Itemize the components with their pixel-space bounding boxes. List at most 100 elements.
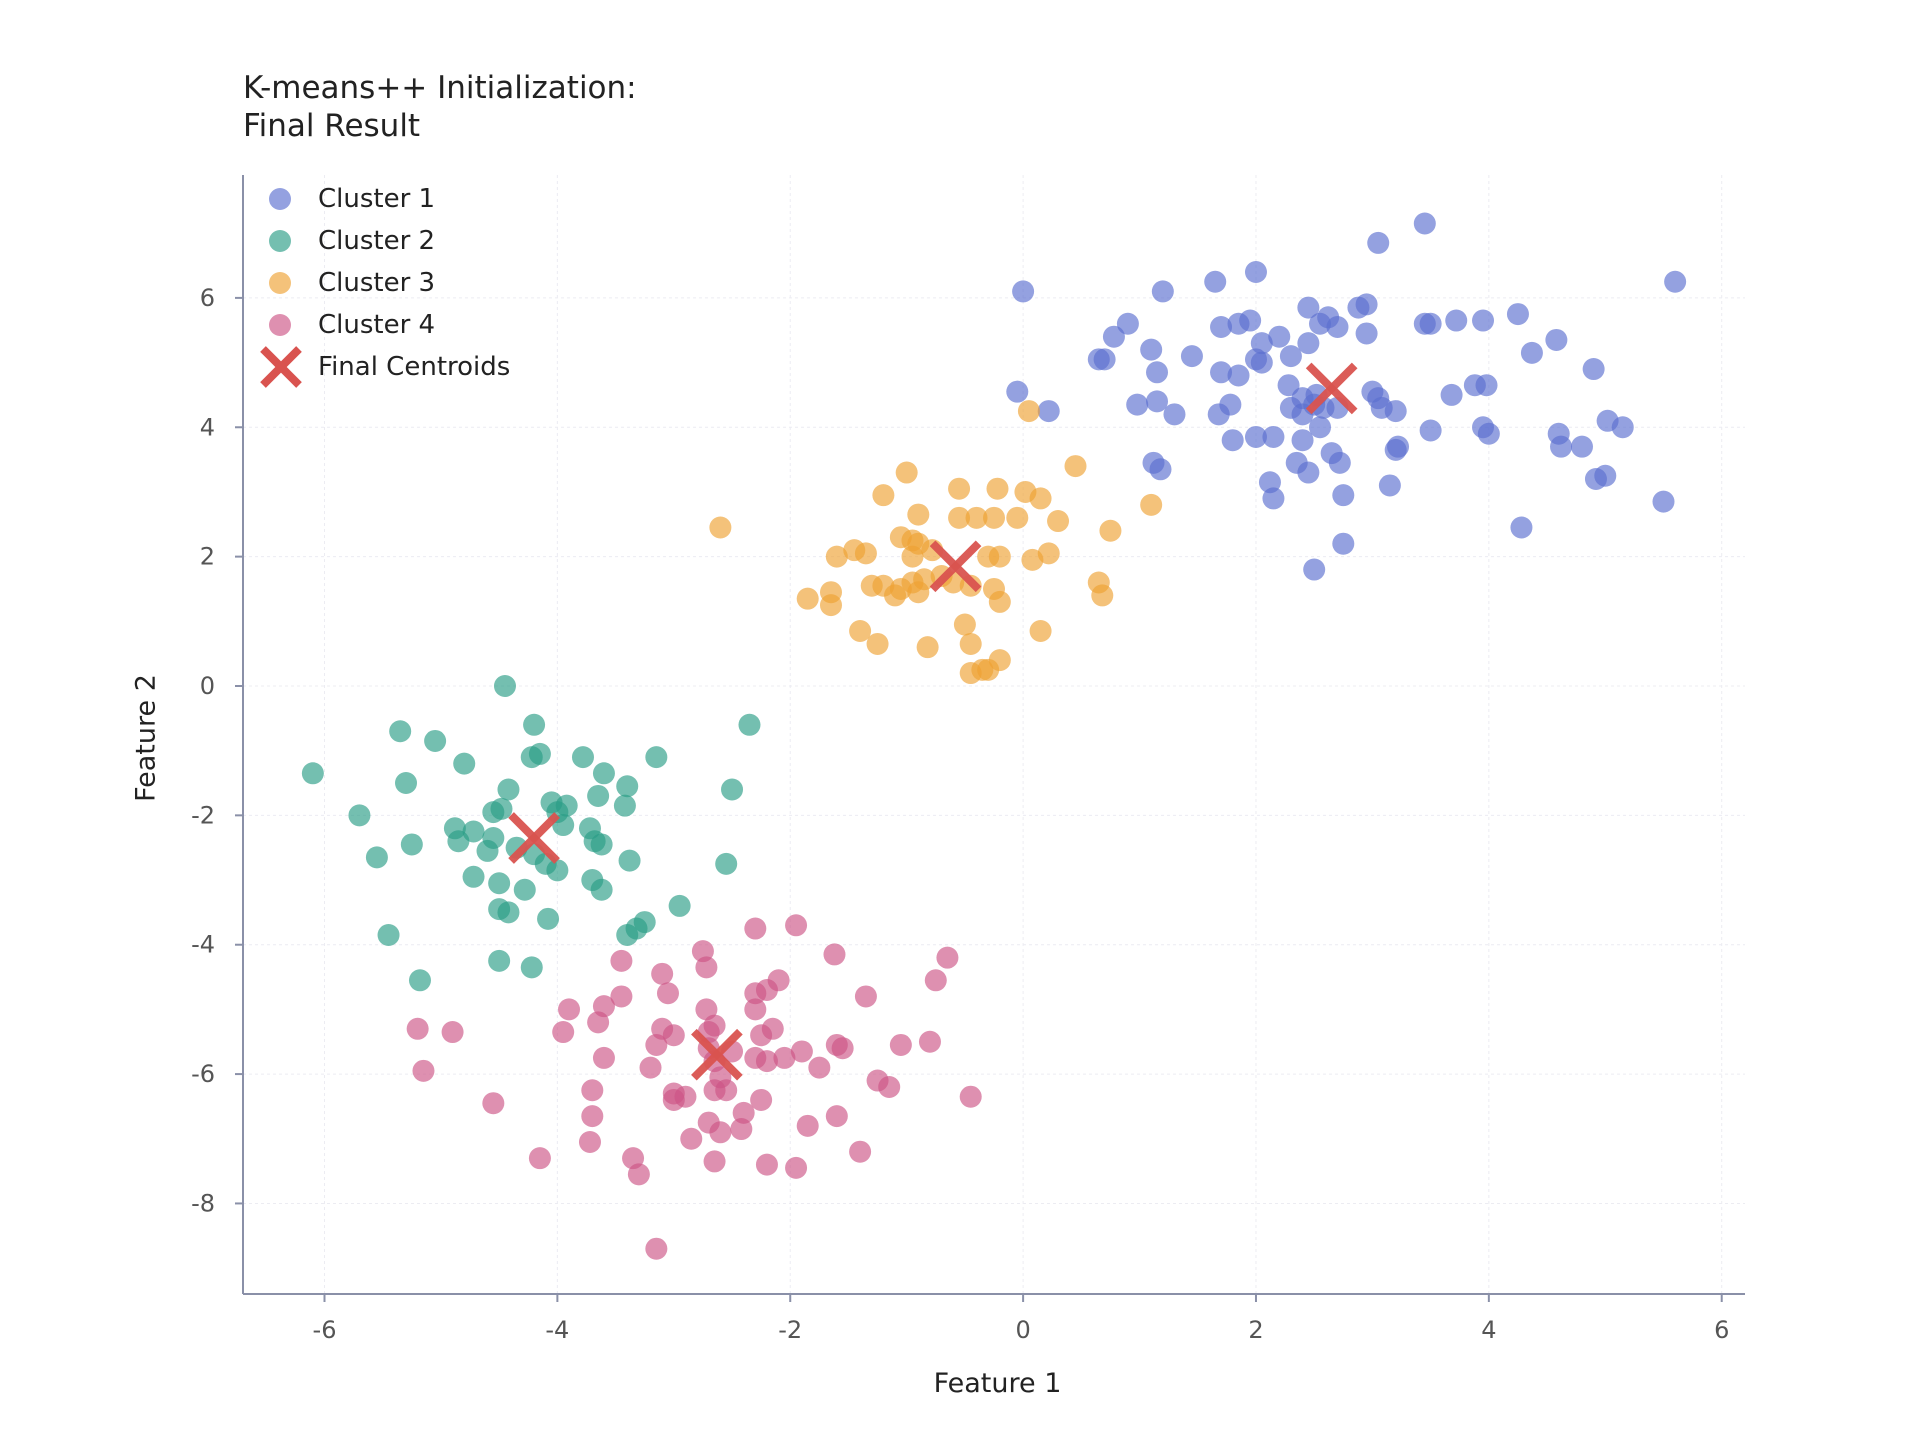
point-cluster-4 bbox=[592, 1046, 615, 1069]
point-cluster-1 bbox=[1268, 325, 1291, 348]
point-cluster-1 bbox=[1545, 328, 1568, 351]
y-tick-label: 4 bbox=[200, 413, 215, 441]
point-cluster-3 bbox=[988, 649, 1011, 672]
point-cluster-2 bbox=[377, 924, 400, 947]
point-cluster-4 bbox=[750, 1024, 773, 1047]
point-cluster-4 bbox=[825, 1105, 848, 1128]
centroid-marker bbox=[691, 1028, 743, 1081]
point-cluster-2 bbox=[668, 894, 691, 917]
point-cluster-1 bbox=[1440, 383, 1463, 406]
point-cluster-2 bbox=[616, 775, 639, 798]
point-cluster-1 bbox=[1277, 374, 1300, 397]
point-cluster-2 bbox=[645, 746, 668, 769]
point-cluster-3 bbox=[1006, 506, 1029, 529]
point-cluster-4 bbox=[854, 985, 877, 1008]
point-cluster-3 bbox=[872, 484, 895, 507]
point-cluster-1 bbox=[1262, 487, 1285, 510]
point-cluster-4 bbox=[528, 1147, 551, 1170]
point-cluster-1 bbox=[1279, 345, 1302, 368]
point-cluster-4 bbox=[558, 998, 581, 1021]
point-cluster-4 bbox=[662, 1024, 685, 1047]
legend: Cluster 1 Cluster 2 Cluster 3 Cluster 4 … bbox=[256, 178, 510, 388]
point-cluster-4 bbox=[918, 1030, 941, 1053]
point-cluster-3 bbox=[1140, 493, 1163, 516]
point-cluster-2 bbox=[592, 762, 615, 785]
tick-labels: -6 -4 -2 0 2 4 6 -8 -6 -4 -2 0 2 4 6 bbox=[191, 284, 1729, 1344]
point-cluster-1 bbox=[1303, 558, 1326, 581]
point-cluster-4 bbox=[959, 1085, 982, 1108]
point-cluster-4 bbox=[645, 1237, 668, 1260]
point-cluster-4 bbox=[703, 1079, 726, 1102]
point-cluster-2 bbox=[571, 746, 594, 769]
point-cluster-2 bbox=[490, 797, 513, 820]
point-cluster-1 bbox=[1475, 374, 1498, 397]
point-cluster-1 bbox=[1520, 341, 1543, 364]
point-cluster-1 bbox=[1326, 316, 1349, 339]
legend-label-cluster-1: Cluster 1 bbox=[318, 184, 436, 214]
point-cluster-1 bbox=[1244, 348, 1267, 371]
point-cluster-3 bbox=[1091, 584, 1114, 607]
point-cluster-1 bbox=[1445, 309, 1468, 332]
point-cluster-3 bbox=[948, 477, 971, 500]
point-cluster-4 bbox=[581, 1105, 604, 1128]
legend-item-cluster-2: Cluster 2 bbox=[256, 220, 510, 262]
point-cluster-4 bbox=[849, 1140, 872, 1163]
legend-marker-centroids bbox=[256, 346, 306, 388]
point-cluster-4 bbox=[482, 1092, 505, 1115]
point-cluster-1 bbox=[1149, 458, 1172, 481]
point-cluster-1 bbox=[1006, 380, 1029, 403]
point-cluster-1 bbox=[1163, 403, 1186, 426]
point-cluster-1 bbox=[1093, 348, 1116, 371]
point-cluster-4 bbox=[552, 1021, 575, 1044]
point-cluster-4 bbox=[709, 1121, 732, 1144]
axes bbox=[235, 175, 1745, 1302]
point-cluster-2 bbox=[513, 878, 536, 901]
point-cluster-4 bbox=[703, 1150, 726, 1173]
point-cluster-2 bbox=[348, 804, 371, 827]
point-cluster-3 bbox=[986, 477, 1009, 500]
point-cluster-2 bbox=[618, 849, 641, 872]
point-cluster-1 bbox=[1506, 303, 1529, 326]
x-tick-label: 4 bbox=[1481, 1316, 1496, 1344]
point-cluster-4 bbox=[732, 1101, 755, 1124]
point-cluster-1 bbox=[1664, 270, 1687, 293]
point-cluster-1 bbox=[1239, 309, 1262, 332]
point-cluster-1 bbox=[1291, 429, 1314, 452]
point-cluster-1 bbox=[1419, 419, 1442, 442]
point-cluster-3 bbox=[819, 594, 842, 617]
point-cluster-1 bbox=[1570, 435, 1593, 458]
point-cluster-3 bbox=[825, 545, 848, 568]
point-cluster-4 bbox=[831, 1037, 854, 1060]
centroid-marker bbox=[929, 540, 982, 593]
point-cluster-1 bbox=[1221, 429, 1244, 452]
centroid-marker bbox=[1305, 362, 1358, 415]
point-cluster-1 bbox=[1180, 345, 1203, 368]
chart-title-line-2: Final Result bbox=[243, 108, 421, 144]
point-cluster-1 bbox=[1227, 364, 1250, 387]
point-cluster-2 bbox=[476, 839, 499, 862]
point-cluster-1 bbox=[1309, 416, 1332, 439]
point-cluster-4 bbox=[406, 1017, 429, 1040]
centroid-marker bbox=[508, 812, 560, 864]
y-axis-label: Feature 2 bbox=[130, 674, 162, 802]
point-cluster-3 bbox=[709, 516, 732, 539]
point-cluster-1 bbox=[1297, 461, 1320, 484]
point-cluster-2 bbox=[493, 674, 516, 697]
y-tick-label: -8 bbox=[191, 1189, 215, 1217]
point-cluster-1 bbox=[1328, 451, 1351, 474]
point-cluster-2 bbox=[447, 830, 470, 853]
point-cluster-1 bbox=[1652, 490, 1675, 513]
point-cluster-1 bbox=[1332, 484, 1355, 507]
point-cluster-1 bbox=[1510, 516, 1533, 539]
point-cluster-1 bbox=[1146, 361, 1169, 384]
legend-marker-cluster-3 bbox=[256, 262, 306, 304]
point-cluster-3 bbox=[860, 574, 883, 597]
point-cluster-1 bbox=[1355, 293, 1378, 316]
point-cluster-1 bbox=[1550, 435, 1573, 458]
point-cluster-4 bbox=[755, 1153, 778, 1176]
point-cluster-1 bbox=[1472, 309, 1495, 332]
point-cluster-3 bbox=[965, 506, 988, 529]
y-tick-label: 6 bbox=[200, 284, 215, 312]
legend-item-cluster-1: Cluster 1 bbox=[256, 178, 510, 220]
